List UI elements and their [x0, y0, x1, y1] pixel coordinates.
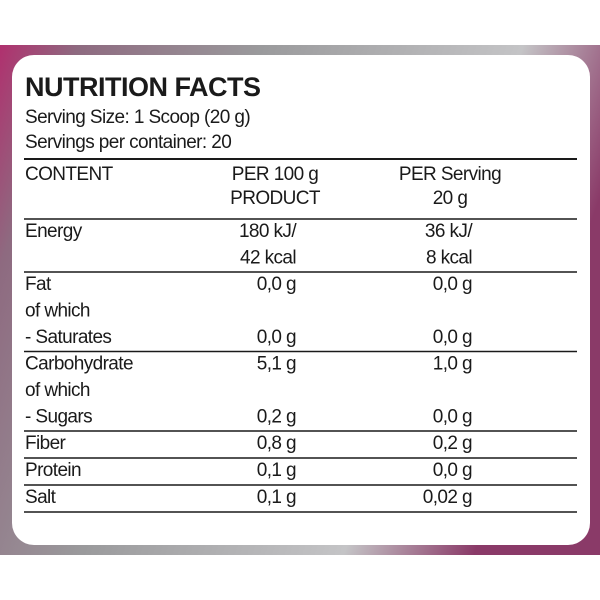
row-label: of which: [25, 380, 90, 401]
title: NUTRITION FACTS: [25, 72, 261, 102]
per-100g-value: 5,1 g: [257, 354, 296, 375]
row-label: Carbohydrate: [25, 354, 133, 375]
row-label: Salt: [25, 487, 57, 508]
row-label: Fiber: [25, 433, 67, 454]
row-label: Protein: [25, 460, 81, 481]
row-label: - Sugars: [25, 407, 92, 428]
column-header: PER Serving: [399, 164, 501, 185]
per-100g-value: 0,0 g: [257, 327, 296, 348]
per-100g-value: 180 kJ/: [239, 221, 297, 242]
per-100g-value: 0,8 g: [257, 433, 296, 454]
label-panel: [12, 55, 590, 545]
column-header: CONTENT: [25, 164, 114, 185]
per-serving-value: 0,02 g: [423, 487, 472, 508]
per-serving-value: 8 kcal: [426, 248, 472, 269]
per-serving-value: 0,0 g: [433, 327, 472, 348]
per-serving-value: 1,0 g: [433, 354, 472, 375]
servings: Servings per container: 20: [25, 132, 231, 153]
per-serving-value: 0,2 g: [433, 433, 472, 454]
per-100g-value: 0,2 g: [257, 407, 296, 428]
row-label: Energy: [25, 221, 83, 242]
serving-size: Serving Size: 1 Scoop (20 g): [25, 107, 250, 128]
per-serving-value: 36 kJ/: [425, 221, 473, 242]
column-header: 20 g: [433, 188, 468, 209]
column-header: PER 100 g: [232, 164, 319, 185]
row-label: Fat: [25, 274, 52, 295]
per-100g-value: 0,1 g: [257, 460, 296, 481]
per-100g-value: 0,1 g: [257, 487, 296, 508]
per-100g-value: 0,0 g: [257, 274, 296, 295]
column-header: PRODUCT: [230, 188, 321, 209]
row-label: - Saturates: [25, 327, 111, 348]
per-serving-value: 0,0 g: [433, 407, 472, 428]
row-label: of which: [25, 301, 90, 322]
per-serving-value: 0,0 g: [433, 460, 472, 481]
nutrition-table: CONTENT PER 100 g PRODUCT PER Serving 20 g En…: [24, 164, 577, 513]
per-serving-value: 0,0 g: [433, 274, 472, 295]
per-100g-value: 42 kcal: [240, 248, 296, 269]
